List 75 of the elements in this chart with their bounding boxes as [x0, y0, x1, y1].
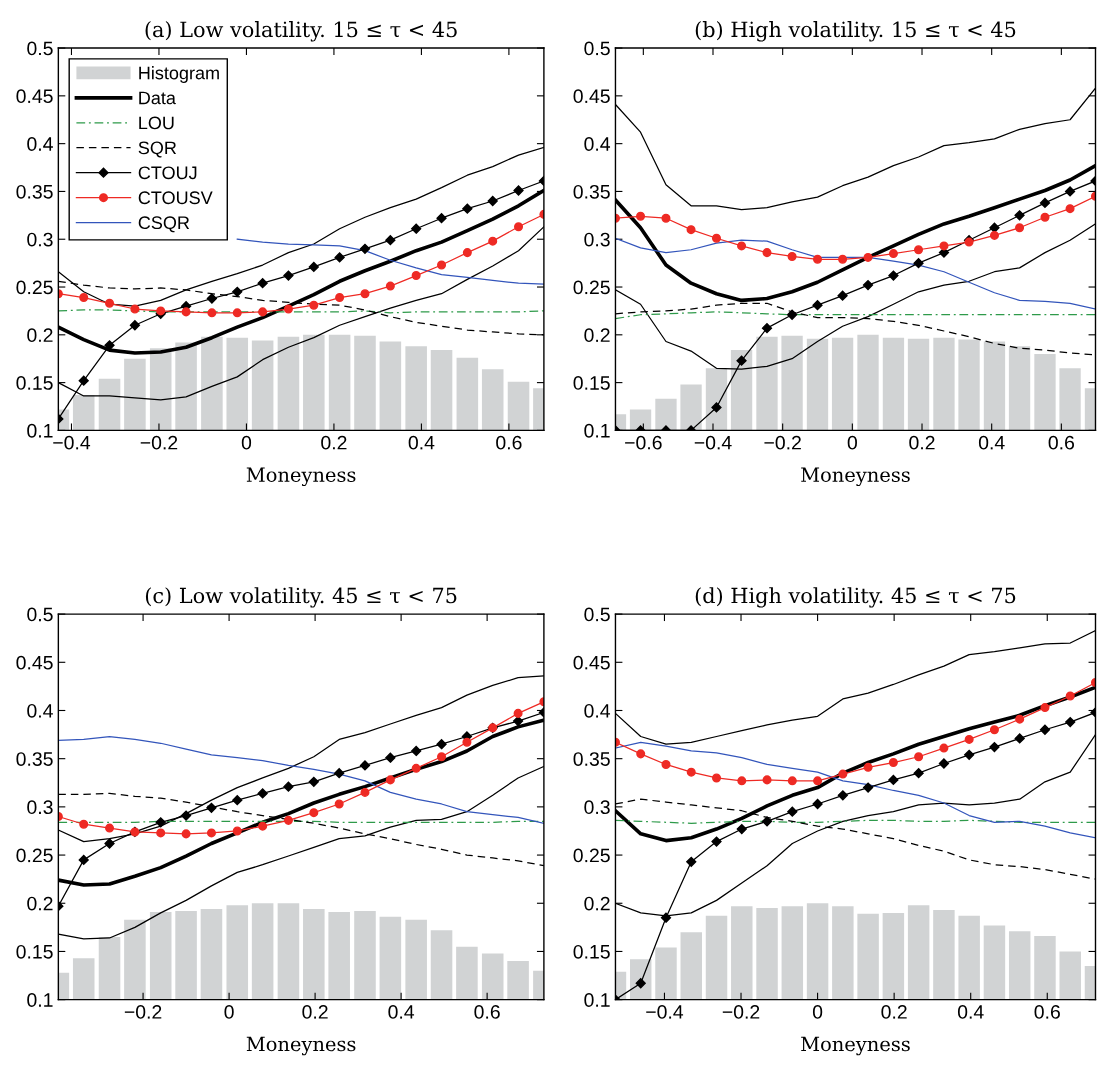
- y-tick-label: 0.15: [573, 944, 610, 959]
- y-tick-label: 0.2: [27, 896, 53, 911]
- x-tick-label: 0.6: [1034, 1005, 1060, 1019]
- y-tick-label: 0.5: [27, 41, 53, 56]
- y-tick-label: 0.15: [16, 944, 53, 959]
- x-tick-label: −0.4: [646, 1005, 684, 1019]
- y-tick-label: 0.35: [573, 752, 610, 766]
- x-tick-label: −0.4: [53, 435, 91, 450]
- y-tick-label: 0.35: [573, 184, 610, 199]
- y-tick-label: 0.5: [584, 607, 610, 622]
- y-tick-label: 0.1: [27, 993, 53, 1007]
- legend-label: CTOUJ: [138, 166, 197, 180]
- y-tick-label: 0.1: [27, 423, 53, 438]
- chart-title: (b) High volatility. 15 ≤ τ < 45: [695, 21, 1016, 42]
- x-tick-label: −0.2: [764, 435, 801, 450]
- y-tick-label: 0.3: [584, 800, 610, 815]
- y-tick-label: 0.2: [584, 328, 610, 343]
- chart-title: (c) Low volatility. 45 ≤ τ < 75: [145, 587, 457, 608]
- y-tick-label: 0.25: [16, 280, 53, 295]
- y-tick-label: 0.1: [584, 423, 610, 438]
- x-tick-label: 0.4: [957, 1005, 984, 1019]
- x-tick-label: 0.4: [978, 435, 1005, 450]
- y-tick-label: 0.3: [27, 232, 53, 247]
- y-tick-label: 0.15: [16, 376, 53, 390]
- x-tick-label: 0: [241, 435, 252, 450]
- x-axis-title: Moneyness: [246, 1036, 356, 1056]
- y-tick-label: 0.45: [573, 655, 610, 670]
- chart-title: (a) Low volatility. 15 ≤ τ < 45: [145, 21, 457, 42]
- x-tick-label: 0: [812, 1005, 823, 1019]
- x-tick-label: 0.4: [408, 435, 435, 450]
- x-tick-label: 0.2: [909, 435, 935, 450]
- x-tick-label: −0.6: [625, 435, 662, 450]
- y-tick-label: 0.5: [584, 41, 610, 56]
- y-tick-label: 0.45: [16, 89, 53, 104]
- y-tick-label: 0.4: [27, 703, 53, 718]
- x-tick-label: −0.4: [694, 435, 732, 450]
- x-tick-label: −0.2: [722, 1005, 760, 1019]
- y-tick-label: 0.1: [584, 993, 610, 1007]
- chart-title: (d) High volatility. 45 ≤ τ < 75: [695, 587, 1016, 608]
- legend-label: Data: [139, 91, 176, 105]
- x-tick-label: 0.6: [496, 435, 522, 450]
- x-tick-label: 0.2: [881, 1005, 907, 1019]
- legend-label: CSQR: [138, 216, 190, 233]
- x-axis-title: Moneyness: [801, 1036, 910, 1056]
- x-tick-label: 0: [224, 1005, 234, 1019]
- legend-label: Histogram: [139, 66, 219, 83]
- x-tick-label: 0: [847, 435, 857, 450]
- x-tick-label: 0.6: [474, 1005, 500, 1019]
- y-tick-label: 0.4: [27, 137, 53, 151]
- y-tick-label: 0.4: [584, 137, 611, 151]
- y-tick-label: 0.45: [16, 655, 53, 670]
- y-tick-label: 0.4: [584, 703, 611, 718]
- x-axis-title: Moneyness: [246, 467, 356, 487]
- y-tick-label: 0.25: [573, 848, 610, 863]
- legend-label: SQR: [138, 141, 177, 158]
- y-tick-label: 0.15: [573, 376, 610, 390]
- x-tick-label: −0.2: [124, 1005, 162, 1019]
- x-tick-label: 0.2: [321, 435, 347, 450]
- x-tick-label: 0.4: [388, 1005, 415, 1019]
- x-tick-label: 0.6: [1048, 435, 1075, 450]
- legend-label: CTOUSV: [138, 191, 213, 205]
- x-tick-label: 0.2: [302, 1005, 328, 1019]
- y-tick-label: 0.35: [16, 184, 53, 199]
- y-tick-label: 0.2: [584, 896, 610, 911]
- x-tick-label: −0.2: [140, 435, 178, 450]
- y-tick-label: 0.5: [27, 607, 53, 622]
- y-tick-label: 0.25: [16, 848, 53, 863]
- x-axis-title: Moneyness: [801, 467, 910, 487]
- y-tick-label: 0.25: [573, 280, 610, 295]
- y-tick-label: 0.45: [573, 89, 610, 104]
- y-tick-label: 0.2: [27, 328, 53, 343]
- y-tick-label: 0.35: [16, 752, 53, 766]
- y-tick-label: 0.3: [584, 232, 610, 247]
- y-tick-label: 0.3: [27, 800, 53, 815]
- legend-label: LOU: [139, 116, 174, 130]
